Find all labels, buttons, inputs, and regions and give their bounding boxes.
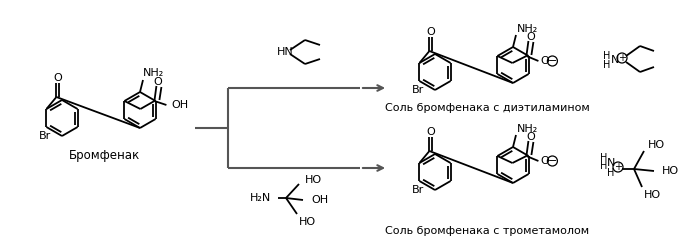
- Text: Бромфенак: Бромфенак: [69, 149, 140, 162]
- Text: O: O: [540, 56, 549, 66]
- Text: H: H: [600, 161, 607, 171]
- Text: HO: HO: [299, 217, 316, 227]
- Text: N: N: [611, 55, 619, 65]
- Text: NH₂: NH₂: [517, 124, 538, 134]
- Text: HO: HO: [644, 190, 661, 200]
- Text: OH: OH: [311, 195, 328, 205]
- Text: O: O: [426, 27, 435, 37]
- Text: O: O: [526, 32, 535, 42]
- Text: HO: HO: [305, 175, 322, 185]
- Text: H: H: [603, 51, 611, 61]
- Text: HO: HO: [662, 166, 679, 176]
- Text: OH: OH: [171, 100, 189, 110]
- Text: −: −: [548, 156, 557, 166]
- Text: Br: Br: [412, 185, 424, 195]
- Text: NH₂: NH₂: [143, 68, 164, 78]
- Text: HO: HO: [648, 140, 665, 150]
- Text: Br: Br: [38, 131, 51, 141]
- Text: O: O: [526, 132, 535, 142]
- Text: NH₂: NH₂: [517, 24, 538, 34]
- Text: H: H: [600, 153, 607, 163]
- Text: O: O: [54, 73, 62, 83]
- Text: Соль бромфенака с трометамолом: Соль бромфенака с трометамолом: [385, 226, 589, 236]
- Text: Соль бромфенака с диэтиламином: Соль бромфенака с диэтиламином: [384, 103, 589, 113]
- Text: +: +: [618, 53, 626, 63]
- Text: H: H: [607, 168, 614, 178]
- Text: H: H: [603, 60, 611, 70]
- Text: H₂N: H₂N: [250, 193, 271, 203]
- Text: O: O: [426, 127, 435, 137]
- Text: O: O: [540, 156, 549, 166]
- Text: +: +: [614, 162, 622, 172]
- Text: HN: HN: [277, 47, 294, 57]
- Text: −: −: [548, 56, 557, 66]
- Text: N: N: [607, 158, 615, 168]
- Text: O: O: [153, 77, 161, 87]
- Text: Br: Br: [412, 85, 424, 95]
